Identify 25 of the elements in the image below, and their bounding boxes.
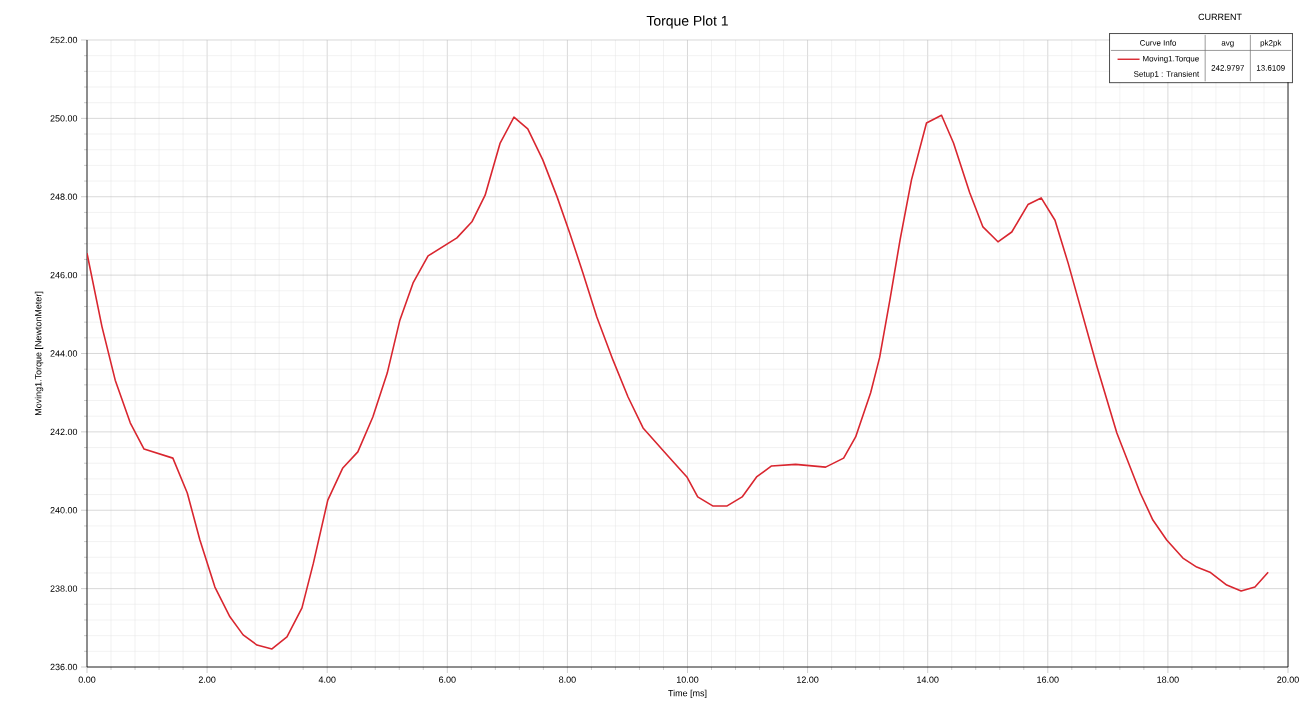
y-tick-label: 248.00 [50, 193, 78, 200]
y-tick-label: 238.00 [50, 585, 78, 592]
y-tick-label: 240.00 [50, 507, 78, 514]
y-tick-label: 246.00 [50, 271, 78, 279]
chart-title: Torque Plot 1 [646, 15, 728, 29]
x-axis-title: Time [ms] [668, 689, 707, 699]
x-tick-label: 18.00 [1157, 676, 1179, 683]
y-tick-label: 250.00 [50, 115, 78, 122]
y-axis-title: Moving1.Torque [NewtonMeter] [34, 291, 44, 416]
x-tick-label: 8.00 [559, 676, 576, 683]
y-tick-label: 252.00 [50, 36, 78, 44]
x-tick-label: 0.00 [78, 676, 96, 683]
x-tick-label: 10.00 [676, 676, 699, 683]
y-tick-label: 244.00 [50, 350, 78, 357]
x-tick-label: 12.00 [797, 676, 819, 683]
x-tick-label: 2.00 [198, 676, 216, 683]
text: CURRENT [1198, 13, 1242, 21]
x-tick-label: 14.00 [917, 676, 939, 683]
y-tick-label: 242.00 [50, 428, 78, 436]
x-tick-label: 16.00 [1037, 676, 1059, 683]
y-tick-label: 236.00 [50, 663, 78, 671]
x-tick-label: 6.00 [439, 676, 456, 683]
x-tick-label: 4.00 [318, 676, 336, 683]
line-series [87, 114, 1269, 650]
x-tick-label: 20.00 [1277, 676, 1299, 683]
